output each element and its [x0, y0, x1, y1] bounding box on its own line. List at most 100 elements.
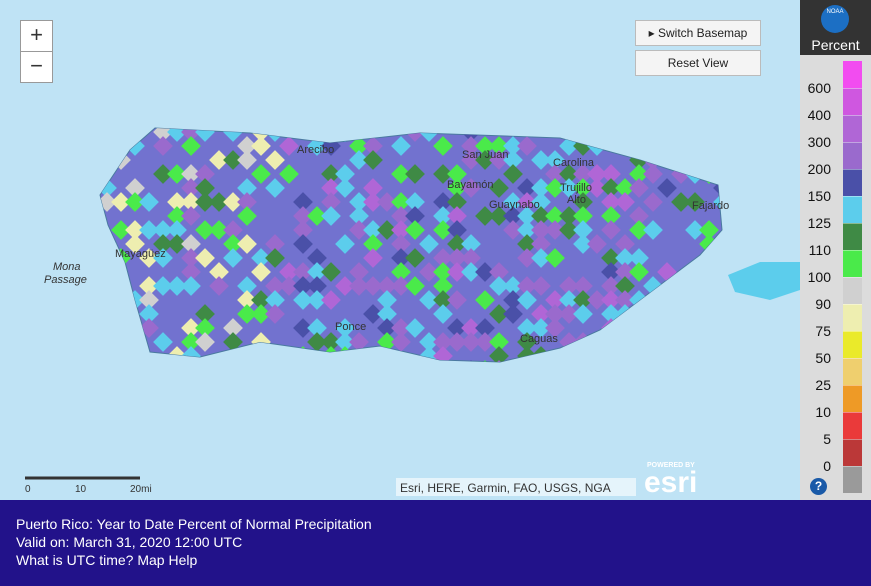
precip-cell	[223, 332, 243, 352]
precip-cell	[377, 360, 397, 362]
noaa-logo: NOAA	[821, 5, 849, 33]
precip-cell	[181, 192, 201, 212]
precip-cell	[489, 150, 509, 170]
precip-cell	[293, 318, 313, 338]
precip-cell	[349, 150, 369, 170]
precip-cell	[307, 206, 327, 226]
precip-cell	[461, 332, 481, 352]
precip-cell	[139, 304, 159, 324]
precip-cell	[405, 318, 425, 338]
precip-cell	[237, 276, 257, 296]
precip-cell	[195, 360, 215, 362]
precip-cell	[461, 360, 481, 362]
precip-cell	[195, 192, 215, 212]
precip-cell	[349, 192, 369, 212]
precip-cell	[699, 276, 719, 296]
precip-cell	[181, 360, 201, 362]
map-canvas: Arecibo San Juan Carolina Bayamón Trujil…	[25, 127, 800, 499]
legend-swatch	[843, 88, 862, 115]
precip-cell	[685, 346, 705, 362]
precip-cell	[265, 178, 285, 198]
precip-cell	[447, 318, 467, 338]
precip-cell	[167, 220, 187, 240]
precip-cell	[615, 276, 635, 296]
precip-cell	[433, 206, 453, 226]
precip-cell	[293, 290, 313, 310]
precip-cell	[377, 220, 397, 240]
legend-label: 75	[815, 323, 831, 339]
precip-cell	[461, 234, 481, 254]
zoom-out[interactable]: −	[20, 51, 53, 83]
precip-cell	[181, 178, 201, 198]
precip-cells	[100, 128, 722, 362]
precip-cell	[517, 290, 537, 310]
precip-cell	[293, 262, 313, 282]
precip-cell	[489, 262, 509, 282]
button-label[interactable]: Switch Basemap	[657, 26, 748, 40]
precip-cell	[363, 276, 383, 296]
precip-cell	[349, 220, 369, 240]
precip-cell	[111, 332, 131, 352]
precip-cell	[405, 164, 425, 184]
map[interactable]: Arecibo San Juan Carolina Bayamón Trujil…	[0, 0, 800, 500]
precip-cell	[377, 304, 397, 324]
legend-swatch	[843, 61, 862, 88]
legend-label: 100	[807, 269, 831, 285]
precip-cell	[475, 206, 495, 226]
precip-cell	[433, 276, 453, 296]
precip-cell	[363, 220, 383, 240]
precip-cell	[461, 150, 481, 170]
precip-cell	[433, 192, 453, 212]
precip-cell	[251, 360, 271, 362]
precip-cell	[573, 276, 593, 296]
precip-cell	[447, 178, 467, 198]
water-label: Mona	[53, 261, 81, 273]
precip-cell	[433, 262, 453, 282]
precip-cell	[517, 360, 537, 362]
precip-cell	[391, 332, 411, 352]
precip-cell	[685, 290, 705, 310]
legend-swatch	[843, 277, 862, 304]
precip-cell	[377, 290, 397, 310]
precip-cell	[405, 276, 425, 296]
precip-cell	[153, 136, 173, 156]
place-label: Guaynabo	[489, 199, 540, 211]
precip-cell	[363, 136, 383, 156]
precip-cell	[265, 248, 285, 268]
esri-logo: esri	[644, 466, 697, 499]
legend-swatch	[843, 358, 862, 385]
precip-cell	[461, 178, 481, 198]
precip-cell	[265, 150, 285, 170]
precip-cell	[713, 136, 722, 156]
legend-swatch	[843, 304, 862, 331]
precip-cell	[111, 192, 131, 212]
legend-swatch	[843, 169, 862, 196]
legend-swatch	[843, 223, 862, 250]
precip-cell	[209, 220, 229, 240]
precip-cell	[153, 164, 173, 184]
precip-cell	[601, 262, 621, 282]
precip-cell	[629, 128, 649, 142]
place-label: Caguas	[520, 333, 558, 345]
legend: NOAA Percent ? 600 400 300 200 150 125 110 100 9…	[800, 0, 871, 500]
precip-cell	[475, 360, 495, 362]
precip-cell	[293, 234, 313, 254]
precip-cell	[167, 164, 187, 184]
legend-label: 150	[807, 188, 831, 204]
precip-cell	[615, 332, 635, 352]
precip-cell	[111, 128, 131, 142]
precip-cell	[181, 262, 201, 282]
switch-basemap[interactable]: ▸ Switch Basemap	[635, 20, 761, 46]
utc-link[interactable]: What is UTC time?	[16, 552, 134, 568]
reset-view[interactable]: Reset View	[635, 50, 761, 76]
precip-cell	[559, 346, 579, 362]
precip-cell	[251, 262, 271, 282]
precip-cell	[475, 262, 495, 282]
precip-cell	[251, 164, 271, 184]
help-icon[interactable]: ?	[810, 478, 827, 495]
precip-cell	[181, 136, 201, 156]
legend-title: Percent	[811, 37, 860, 53]
zoom-in[interactable]: +	[20, 20, 53, 52]
help-link[interactable]: Map Help	[137, 552, 198, 568]
